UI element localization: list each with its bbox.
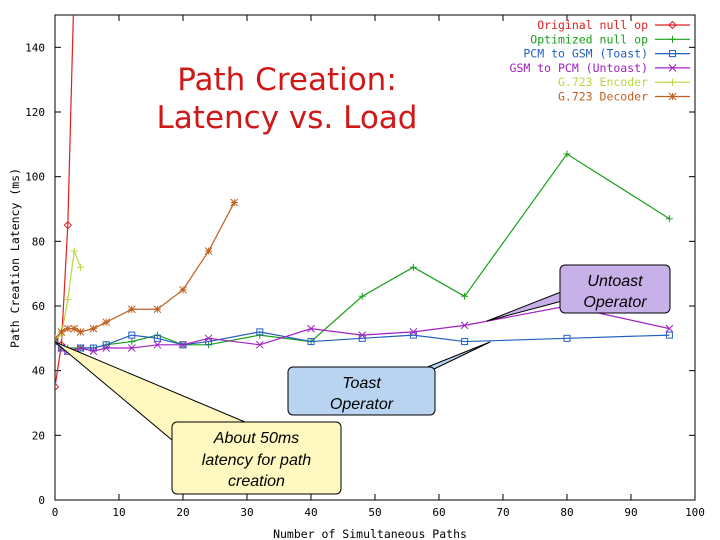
x-axis-label: Number of Simultaneous Paths [273, 527, 467, 540]
callout-text: Operator [583, 294, 647, 311]
series-line-original-null-op [55, 15, 74, 387]
data-point-gsm-to-pcm-untoast [127, 344, 136, 352]
data-point-gsm-to-pcm-untoast [153, 340, 162, 349]
data-point-g-723-decoder [63, 324, 72, 333]
data-point-g-723-encoder [77, 263, 85, 271]
data-point-optimized-null-op [409, 263, 417, 271]
legend-label: Original null op [537, 18, 648, 32]
data-point-gsm-to-pcm-untoast [358, 331, 367, 339]
data-point-optimized-null-op [358, 292, 366, 300]
data-point-optimized-null-op [563, 150, 571, 158]
data-point-gsm-to-pcm-untoast [665, 324, 674, 333]
y-tick-label: 40 [32, 365, 45, 378]
callout-text: creation [228, 473, 285, 490]
data-point-optimized-null-op [128, 338, 136, 346]
data-point-pcm-to-gsm-toast [128, 331, 136, 339]
data-point-g-723-decoder [204, 247, 213, 255]
callout-box [171, 421, 342, 495]
data-point-pcm-to-gsm-toast [563, 334, 571, 342]
callout-toast: Toast Operator [287, 341, 491, 416]
legend-marker [669, 78, 676, 86]
x-tick-label: 30 [240, 506, 253, 519]
x-tick-label: 60 [432, 506, 445, 519]
y-tick-label: 80 [32, 235, 45, 248]
legend-marker [668, 20, 677, 30]
data-point-g-723-decoder [102, 318, 111, 327]
data-point-optimized-null-op [665, 215, 673, 223]
x-tick-label: 40 [304, 506, 317, 519]
data-point-g-723-encoder [70, 247, 78, 255]
data-point-g-723-decoder [153, 305, 162, 314]
legend-label: GSM to PCM (Untoast) [510, 61, 648, 75]
data-point-g-723-decoder [127, 305, 136, 314]
legend-label: G.723 Encoder [558, 75, 648, 89]
x-tick-label: 80 [560, 506, 573, 519]
data-point-gsm-to-pcm-untoast [102, 344, 111, 352]
data-point-pcm-to-gsm-toast [153, 334, 161, 342]
chart-title-line: Path Creation: [177, 62, 397, 98]
data-point-g-723-encoder [64, 296, 72, 304]
data-point-g-723-decoder [89, 324, 98, 333]
callout-text: Operator [330, 396, 394, 413]
legend-label: Optimized null op [530, 32, 648, 46]
series-g-723-decoder [55, 198, 239, 343]
legend-marker [669, 50, 676, 58]
x-tick-label: 70 [496, 506, 509, 519]
x-tick-label: 10 [112, 506, 125, 519]
callout-about: About 50ms latency for path creation [54, 341, 342, 495]
legend-label: PCM to GSM (Toast) [523, 47, 648, 61]
legend-marker [668, 92, 677, 101]
callout-box [287, 366, 436, 416]
data-point-g-723-decoder [179, 285, 187, 294]
data-point-gsm-to-pcm-untoast [89, 347, 98, 356]
data-point-g-723-decoder [76, 328, 85, 336]
data-point-gsm-to-pcm-untoast [204, 334, 213, 343]
data-point-gsm-to-pcm-untoast [76, 344, 85, 352]
y-tick-label: 60 [32, 300, 45, 313]
x-tick-label: 50 [368, 506, 381, 519]
callout-box [559, 264, 671, 314]
x-tick-label: 0 [52, 506, 59, 519]
legend-label: G.723 Decoder [558, 90, 648, 104]
y-tick-label: 100 [25, 171, 45, 184]
x-tick-label: 20 [176, 506, 189, 519]
data-point-original-null-op [63, 220, 73, 230]
callout-text: Untoast [587, 273, 643, 290]
x-tick-label: 100 [685, 506, 705, 519]
data-point-g-723-decoder [230, 198, 239, 207]
x-tick-label: 90 [624, 506, 637, 519]
y-tick-label: 140 [25, 41, 45, 54]
chart-title-line: Latency vs. Load [157, 100, 418, 136]
data-point-pcm-to-gsm-toast [665, 331, 673, 339]
data-point-g-723-decoder [57, 328, 66, 336]
data-point-pcm-to-gsm-toast [256, 328, 264, 336]
data-point-gsm-to-pcm-untoast [460, 321, 469, 330]
data-point-gsm-to-pcm-untoast [255, 340, 264, 349]
callout-text: Toast [342, 375, 381, 392]
data-point-pcm-to-gsm-toast [307, 338, 315, 346]
data-point-gsm-to-pcm-untoast [307, 324, 315, 333]
data-point-g-723-decoder [70, 324, 79, 333]
data-point-pcm-to-gsm-toast [461, 338, 469, 346]
data-point-optimized-null-op [461, 292, 469, 300]
y-axis-label: Path Creation Latency (ms) [8, 168, 22, 348]
data-point-original-null-op [55, 382, 60, 392]
legend-marker [668, 64, 677, 72]
callout-text: latency for path [202, 452, 312, 469]
y-tick-label: 20 [32, 429, 45, 442]
data-point-gsm-to-pcm-untoast [179, 340, 187, 349]
y-tick-label: 0 [38, 494, 45, 507]
data-point-pcm-to-gsm-toast [77, 344, 85, 352]
data-point-gsm-to-pcm-untoast [409, 328, 418, 336]
legend-marker [669, 35, 676, 43]
y-tick-label: 120 [25, 106, 45, 119]
callout-text: About 50ms [213, 430, 299, 447]
callout-untoast: Untoast Operator [486, 264, 671, 322]
